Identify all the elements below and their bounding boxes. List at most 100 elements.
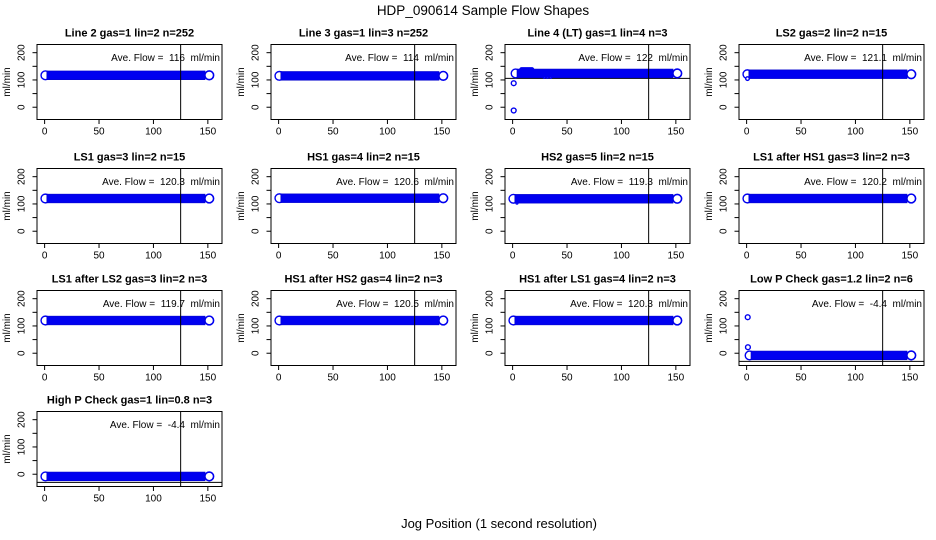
flow-band [46, 471, 206, 482]
x-tick-label: 150 [668, 127, 685, 138]
x-tick-label: 50 [93, 127, 105, 138]
flow-band [46, 193, 206, 204]
average-flow-label: Ave. Flow = 120.3 ml/min [102, 177, 220, 188]
band-endpoint [672, 193, 683, 204]
y-tick-label: 200 [251, 168, 262, 185]
y-tick-label: 200 [485, 168, 496, 185]
flow-panel: LS1 after HS1 gas=3 lin=2 n=3 ml/min 0 100 2… [704, 152, 925, 262]
band-endpoint [672, 68, 683, 79]
outlier-point [545, 75, 550, 79]
panel-title: HS1 gas=4 lin=2 n=15 [307, 152, 420, 164]
band-endpoint [438, 70, 449, 82]
x-tick-label: 150 [200, 494, 217, 505]
y-tick-label: 100 [251, 195, 262, 212]
outlier-point [510, 107, 517, 114]
band-endpoint [906, 69, 917, 80]
x-tick-label: 0 [42, 494, 48, 505]
plot-box [270, 290, 457, 366]
y-tick-label: 0 [251, 228, 262, 234]
x-tick-label: 0 [744, 127, 750, 138]
x-tick-label: 50 [795, 251, 807, 262]
x-tick-label: 50 [93, 494, 105, 505]
y-axis-unit-label: ml/min [2, 313, 13, 342]
outlier-point [542, 75, 546, 79]
panel-title: Line 3 gas=1 lin=3 n=252 [299, 28, 428, 40]
average-flow-label: Ave. Flow = 116 ml/min [111, 53, 220, 64]
panel-title: LS2 gas=2 lin=2 n=15 [776, 28, 888, 40]
y-tick-label: 0 [485, 104, 496, 110]
average-flow-label: Ave. Flow = -4.4 ml/min [812, 299, 922, 310]
x-tick-label: 50 [795, 127, 807, 138]
y-axis-unit-label: ml/min [2, 191, 13, 220]
y-axis-unit-label: ml/min [2, 67, 13, 96]
band-endpoint [204, 471, 215, 482]
flow-band [748, 69, 908, 79]
plot-box [738, 44, 925, 120]
y-tick-label: 200 [17, 44, 28, 61]
y-tick-label: 100 [485, 195, 496, 212]
panel-title: HS1 after LS1 gas=4 lin=2 n=3 [519, 274, 676, 286]
band-endpoint [438, 193, 449, 204]
x-tick-label: 0 [510, 251, 516, 262]
flow-band [46, 70, 206, 80]
y-axis-unit-label: ml/min [704, 67, 715, 96]
x-tick-label: 50 [93, 373, 105, 384]
y-tick-label: 0 [251, 350, 262, 356]
flow-band [280, 193, 440, 203]
x-tick-label: 50 [561, 251, 573, 262]
x-tick-label: 150 [200, 127, 217, 138]
x-tick-label: 0 [276, 251, 282, 262]
panel-title: LS1 gas=3 lin=2 n=15 [74, 152, 186, 164]
flow-panel: HS1 after HS2 gas=4 lin=2 n=3 ml/min 0 100 2… [236, 274, 457, 384]
average-flow-label: Ave. Flow = 119.7 ml/min [103, 299, 220, 310]
x-tick-label: 0 [42, 251, 48, 262]
y-tick-label: 100 [719, 317, 730, 334]
flow-panel: LS1 gas=3 lin=2 n=15 ml/min 0 100 200 0 50 100 1… [2, 152, 223, 262]
panel-title: HS2 gas=5 lin=2 n=15 [541, 152, 654, 164]
y-tick-label: 100 [485, 71, 496, 88]
x-tick-label: 150 [200, 251, 217, 262]
x-tick-label: 150 [434, 373, 451, 384]
x-tick-label: 0 [42, 373, 48, 384]
flow-panel: HS1 gas=4 lin=2 n=15 ml/min 0 100 200 0 50 100 1… [236, 152, 457, 262]
x-tick-label: 100 [847, 251, 864, 262]
flow-panel: Line 2 gas=1 lin=2 n=252 ml/min 0 100 200 0 50… [2, 28, 223, 138]
x-tick-label: 0 [276, 373, 282, 384]
plot-box [36, 290, 223, 366]
outlier-point [549, 75, 553, 79]
y-tick-label: 100 [485, 317, 496, 334]
x-tick-label: 0 [42, 127, 48, 138]
flow-band [514, 315, 674, 326]
average-flow-label: Ave. Flow = -4.4 ml/min [110, 420, 220, 431]
flow-band [748, 193, 908, 204]
y-tick-label: 200 [719, 168, 730, 185]
flow-panel: Line 4 (LT) gas=1 lin=4 n=3 ml/min 0 100 200… [470, 28, 691, 138]
plot-box [504, 168, 691, 244]
x-tick-label: 0 [744, 251, 750, 262]
y-tick-label: 200 [719, 290, 730, 307]
x-tick-label: 50 [561, 373, 573, 384]
plot-box [270, 168, 457, 244]
y-axis-unit-label: ml/min [704, 191, 715, 220]
flow-band-bump [519, 67, 535, 73]
y-tick-label: 100 [17, 195, 28, 212]
panel-title: HS1 after HS2 gas=4 lin=2 n=3 [284, 274, 442, 286]
x-tick-label: 0 [510, 127, 516, 138]
flow-band [280, 71, 440, 81]
x-tick-label: 100 [145, 373, 162, 384]
outlier-point [744, 314, 751, 321]
flow-band [280, 315, 440, 326]
y-axis-unit-label: ml/min [236, 67, 247, 96]
panels-grid: Line 2 gas=1 lin=2 n=252 ml/min 0 100 200 0 50… [1, 20, 936, 512]
y-tick-label: 200 [485, 290, 496, 307]
flow-panel: High P Check gas=1 lin=0.8 n=3 ml/min 0 100… [2, 395, 223, 505]
y-axis-unit-label: ml/min [2, 434, 13, 463]
x-tick-label: 50 [327, 251, 339, 262]
y-tick-label: 0 [485, 228, 496, 234]
band-endpoint [204, 70, 215, 81]
page-title: HDP_090614 Sample Flow Shapes [376, 3, 590, 18]
x-tick-label: 50 [93, 251, 105, 262]
flow-panel: Line 3 gas=1 lin=3 n=252 ml/min 0 100 200 0 50… [236, 28, 457, 138]
plot-box [738, 168, 925, 244]
outlier-point [510, 80, 517, 87]
